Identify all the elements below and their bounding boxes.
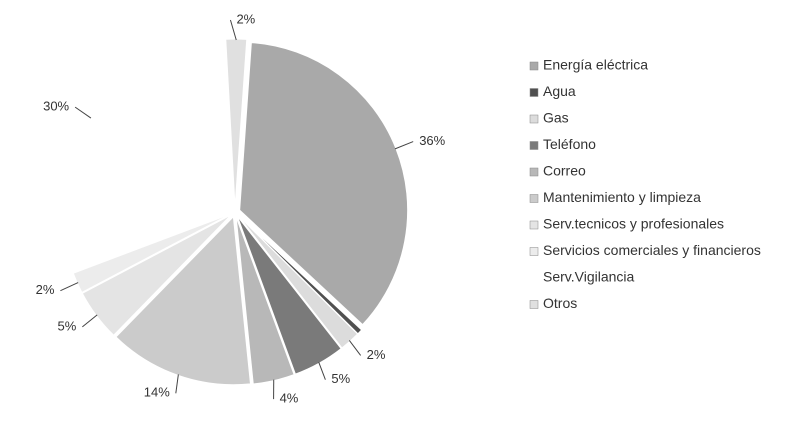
leader-line [82,314,98,328]
leader-line [394,141,414,150]
data-label: 2% [367,347,386,362]
legend-label: Mantenimiento y limpieza [543,189,701,205]
leader-line [348,340,362,356]
legend-swatch [530,274,538,282]
data-label: 30% [43,99,69,114]
legend-swatch [529,247,539,256]
leader-line [74,106,92,119]
data-label: 5% [331,371,350,386]
pie-slice [66,44,235,272]
leader-line [318,362,326,380]
data-label: 4% [280,391,299,406]
legend-label: Servicios comerciales y financieros [543,242,761,258]
data-label: 36% [419,133,445,148]
leader-line [175,374,179,394]
leader-line [60,282,79,292]
data-label: 5% [58,318,77,333]
legend-swatch [529,114,539,124]
legend-swatch [529,141,539,150]
legend-swatch [529,88,539,97]
data-label: 2% [236,11,255,26]
legend-label: Agua [543,83,576,99]
legend-label: Teléfono [543,136,596,152]
legend-label: Energía eléctrica [543,57,648,73]
data-label: 2% [36,282,55,297]
data-label: 14% [144,385,170,400]
legend-swatch [529,220,539,230]
legend-label: Gas [543,110,569,126]
legend-label: Correo [543,163,586,179]
legend-label: Serv.Vigilancia [543,269,635,285]
legend-label: Otros [543,295,577,311]
legend-swatch [529,167,539,177]
leader-line [229,19,237,41]
legend-swatch [529,300,539,309]
legend-swatch [529,194,539,203]
legend-label: Serv.tecnicos y profesionales [543,216,724,232]
legend-swatch [529,61,539,71]
